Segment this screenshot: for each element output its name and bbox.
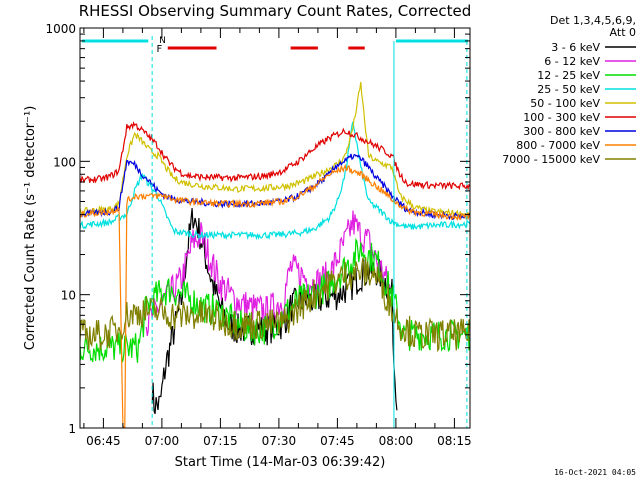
x-axis-label: Start Time (14-Mar-03 06:39:42) xyxy=(175,455,386,470)
series-layer xyxy=(80,81,470,428)
footer-stamp: 16-Oct-2021 04:05 xyxy=(554,468,636,477)
axes-layer: 1 10 100 1000 06:45 07:00 07:15 07:30 07:45 08:00… xyxy=(45,22,471,448)
x-tick-label: 07:30 xyxy=(262,434,297,448)
plot-frame xyxy=(79,27,471,429)
series-8 xyxy=(80,257,470,353)
legend-label: 12 - 25 keV xyxy=(537,69,600,82)
series-line xyxy=(80,121,470,191)
f-flag-label: F xyxy=(156,44,162,55)
series-line xyxy=(80,257,470,353)
legend-label: 6 - 12 keV xyxy=(544,55,600,68)
legend-label: 7000 - 15000 keV xyxy=(502,153,600,166)
y-axis-label: Corrected Count Rate (s⁻¹ detector⁻¹) xyxy=(23,106,38,351)
x-tick-label: 06:45 xyxy=(86,434,121,448)
legend-label: 800 - 7000 keV xyxy=(516,139,600,152)
series-line xyxy=(80,81,470,219)
legend-label: 100 - 300 keV xyxy=(523,111,600,124)
series-5 xyxy=(80,121,470,191)
legend-label: 3 - 6 keV xyxy=(551,41,600,54)
y-tick-label: 1 xyxy=(68,422,76,436)
series-4 xyxy=(80,81,470,219)
x-tick-label: 08:00 xyxy=(379,434,414,448)
series-line xyxy=(151,208,398,415)
y-tick-label: 100 xyxy=(53,155,76,169)
legend-header-line: Att 0 xyxy=(610,26,636,39)
series-7 xyxy=(80,163,470,428)
series-line xyxy=(80,237,470,363)
x-tick-label: 08:15 xyxy=(437,434,472,448)
overlay-layer: NF xyxy=(81,36,469,428)
legend-header-line: Det 1,3,4,5,6,9, xyxy=(550,14,636,27)
legend-label: 25 - 50 keV xyxy=(537,83,600,96)
y-tick-label: 1000 xyxy=(45,22,76,36)
y-tick-label: 10 xyxy=(61,289,76,303)
n-flag-label: N xyxy=(159,36,166,46)
legend-label: 300 - 800 keV xyxy=(523,125,600,138)
chart-title: RHESSI Observing Summary Count Rates, Co… xyxy=(79,2,472,20)
x-tick-label: 07:45 xyxy=(320,434,355,448)
legend-label: 50 - 100 keV xyxy=(530,97,600,110)
x-tick-label: 07:00 xyxy=(145,434,180,448)
x-tick-label: 07:15 xyxy=(203,434,238,448)
series-2 xyxy=(80,237,470,363)
series-line xyxy=(80,163,470,428)
series-0 xyxy=(151,208,398,415)
